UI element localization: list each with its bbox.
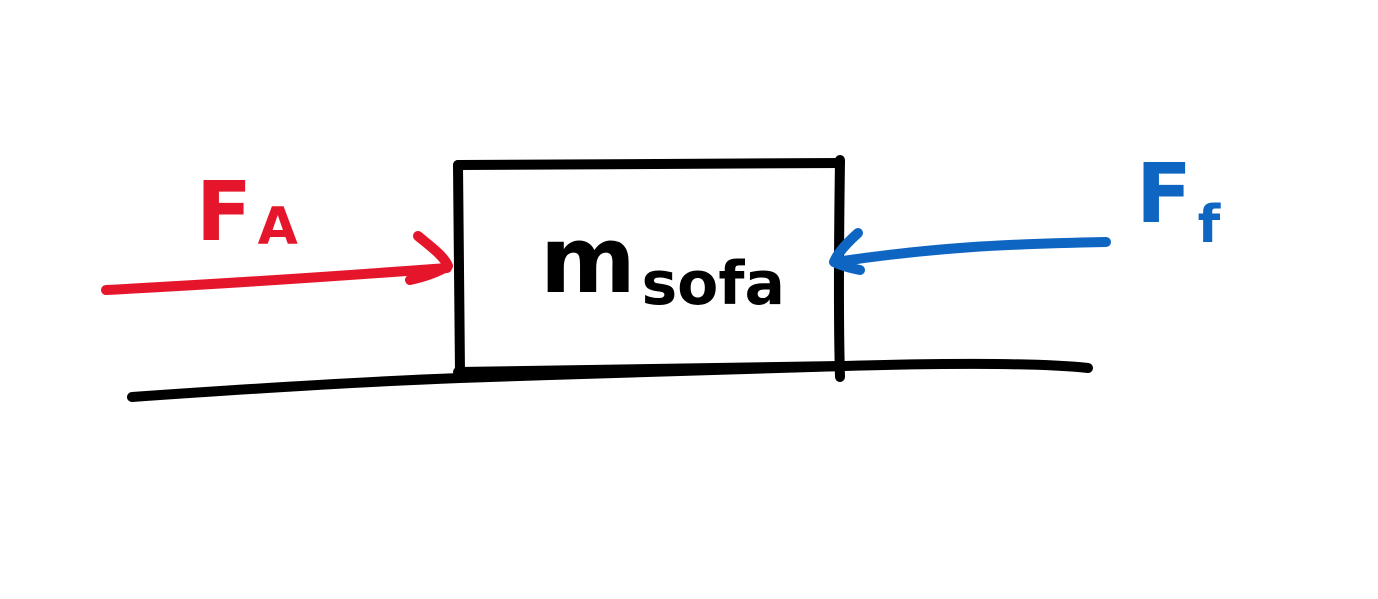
applied-force-subscript: A [258,197,298,257]
applied-force-label: F A [196,165,298,260]
friction-force-shaft [836,242,1106,262]
mass-symbol: m [540,207,636,314]
sofa-box-top [458,163,840,165]
sofa-box-bottom [458,366,840,372]
friction-force-symbol: F [1136,147,1192,242]
friction-force-subscript: f [1198,195,1222,255]
applied-force-symbol: F [196,165,252,260]
friction-force-arrow [834,233,1106,270]
friction-force-label: F f [1136,147,1222,255]
mass-label: m sofa [540,207,785,319]
sofa-box-left [458,165,460,373]
applied-force-shaft [106,268,447,290]
mass-subscript: sofa [641,249,785,319]
